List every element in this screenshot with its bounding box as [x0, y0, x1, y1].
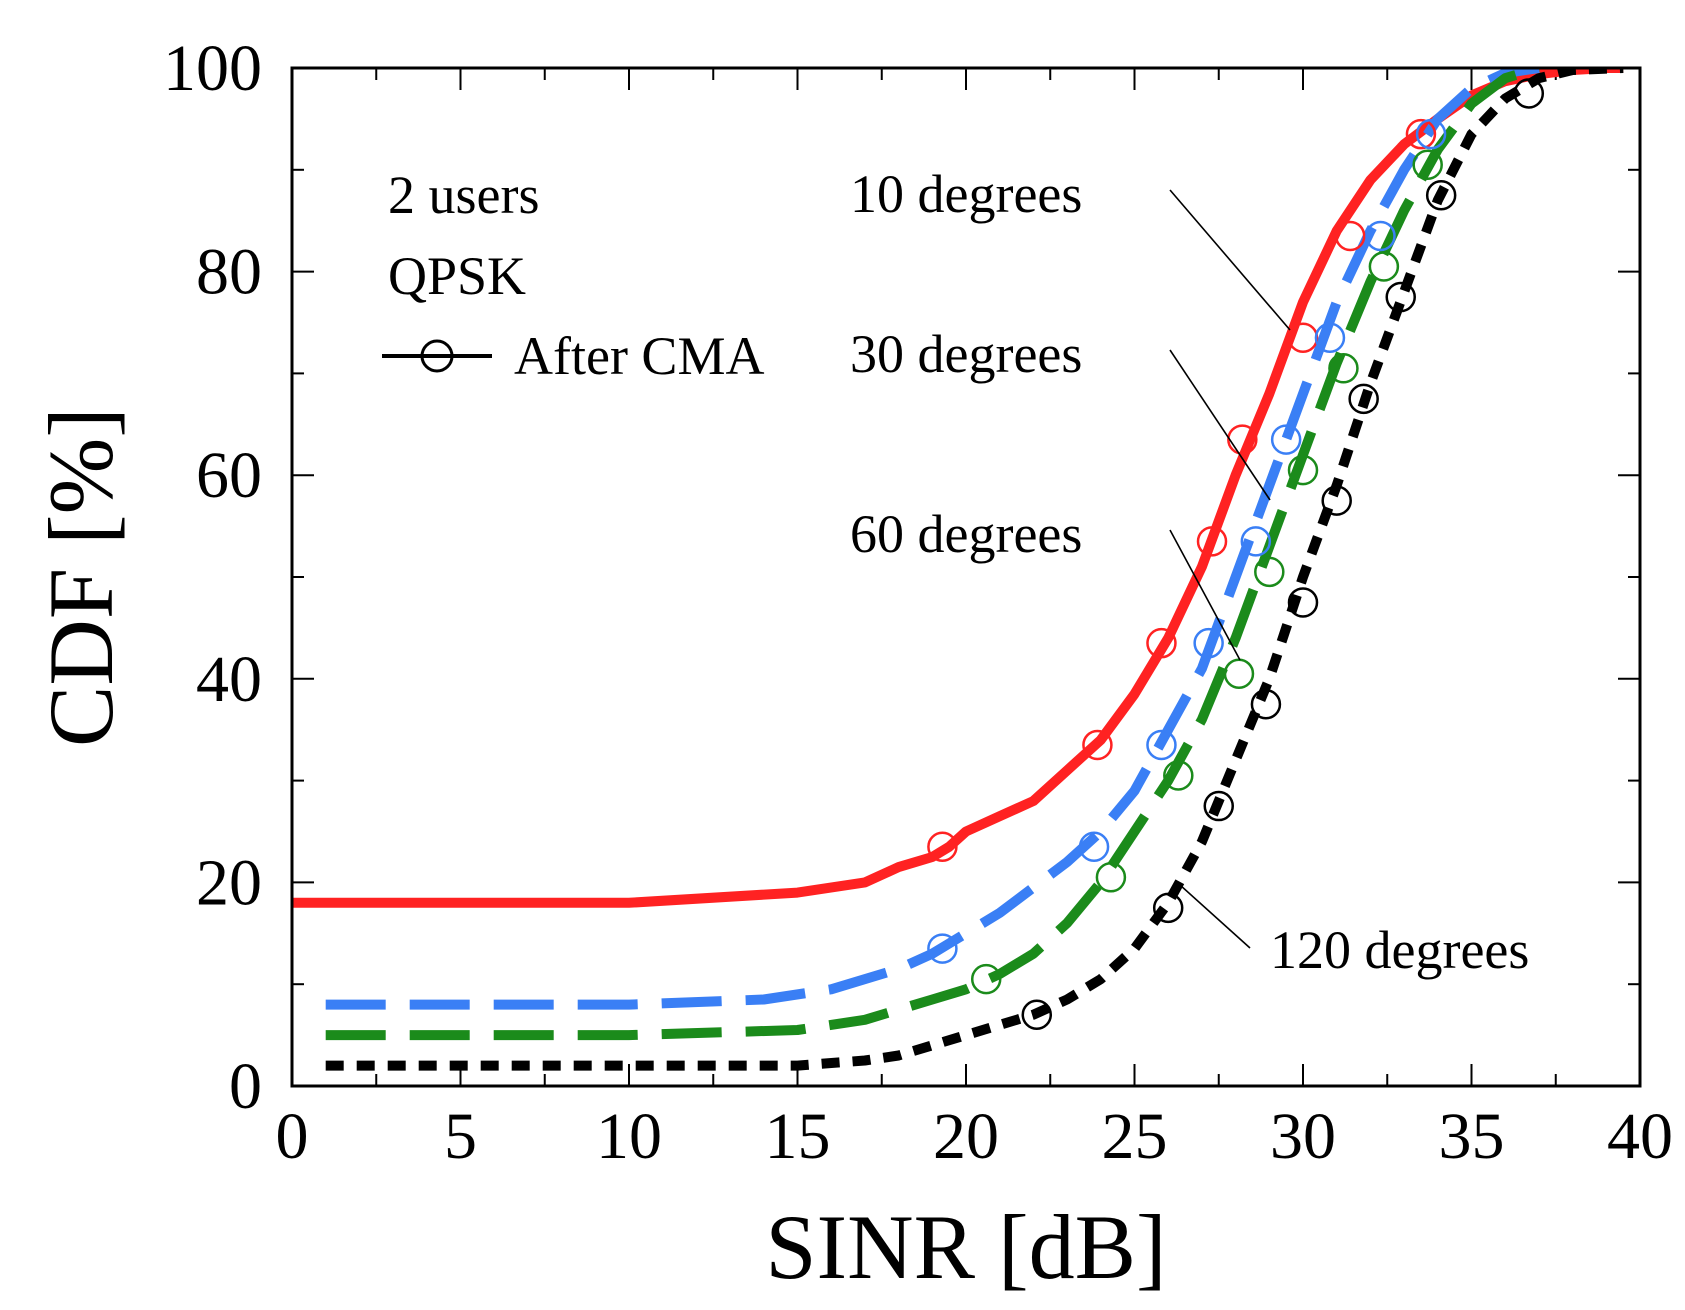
- x-tick-label: 20: [933, 1100, 999, 1173]
- marker-120-degrees: [1287, 587, 1319, 618]
- marker-30-degrees: [1240, 526, 1272, 557]
- plot-frame: [290, 66, 1642, 1088]
- annotation-60-degrees: 60 degrees: [850, 504, 1082, 564]
- marker-30-degrees: [1146, 729, 1177, 761]
- marker-60-degrees: [1095, 862, 1127, 893]
- marker-10-degrees: [1146, 627, 1177, 659]
- marker-30-degrees: [1365, 220, 1396, 252]
- series-layer: [292, 68, 1624, 1071]
- y-tick-label: 0: [229, 1050, 262, 1123]
- annotation-30-degrees: 30 degrees: [850, 324, 1082, 384]
- series-annotations: 10 degrees 30 degrees 60 degrees 120 deg…: [850, 164, 1529, 980]
- annotation-120-degrees: 120 degrees: [1270, 920, 1529, 980]
- marker-60-degrees: [1287, 454, 1319, 486]
- legend: 2 users QPSK After CMA: [382, 165, 764, 386]
- leader-line-10-degrees: [1169, 189, 1291, 331]
- marker-10-degrees: [1082, 729, 1113, 761]
- marker-60-degrees: [1328, 353, 1359, 384]
- marker-60-degrees: [1412, 149, 1443, 180]
- marker-30-degrees: [1078, 831, 1110, 863]
- x-tick-label: 10: [596, 1100, 662, 1173]
- markers-layer: [927, 78, 1545, 1030]
- marker-120-degrees: [1203, 790, 1234, 822]
- marker-120-degrees: [1321, 485, 1352, 516]
- y-tick-label: 20: [196, 846, 262, 919]
- marker-30-degrees: [1415, 118, 1447, 150]
- marker-120-degrees: [1513, 78, 1545, 109]
- y-tick-label: 40: [196, 643, 262, 716]
- leader-line-60-degrees: [1169, 529, 1241, 661]
- marker-10-degrees: [1196, 526, 1228, 557]
- legend-line-users: 2 users: [388, 165, 539, 225]
- x-tick-label: 25: [1102, 1100, 1168, 1173]
- y-tick-label: 80: [196, 236, 262, 309]
- leader-line-120-degrees: [1179, 884, 1251, 949]
- y-axis-title: CDF [%]: [30, 407, 132, 747]
- x-tick-label: 0: [276, 1100, 309, 1173]
- marker-120-degrees: [1385, 281, 1416, 313]
- x-tick-label: 40: [1607, 1100, 1673, 1173]
- legend-marker-label: After CMA: [514, 326, 764, 386]
- series-line-30-degrees: [325, 68, 1540, 1010]
- marker-120-degrees: [1152, 892, 1184, 924]
- marker-10-degrees: [1227, 424, 1258, 455]
- marker-120-degrees: [1425, 180, 1457, 211]
- marker-30-degrees: [927, 933, 958, 964]
- x-tick-label: 15: [765, 1100, 831, 1173]
- marker-60-degrees: [970, 963, 1002, 995]
- x-tick-label: 5: [444, 1100, 477, 1173]
- x-tick-labels: 0 5 10 15 20 25 30 35 40: [276, 1100, 1674, 1173]
- marker-10-degrees: [927, 831, 958, 863]
- legend-line-modulation: QPSK: [388, 246, 526, 306]
- marker-60-degrees: [1254, 556, 1285, 588]
- x-axis-title: SINR [dB]: [765, 1196, 1166, 1298]
- x-tick-label: 35: [1439, 1100, 1505, 1173]
- legend-marker-circle: [420, 339, 454, 373]
- series-line-60-degrees: [325, 68, 1541, 1041]
- plot-background: [292, 68, 1640, 1086]
- marker-10-degrees: [1334, 220, 1366, 252]
- annotation-10-degrees: 10 degrees: [850, 164, 1082, 224]
- y-tick-label: 100: [163, 32, 262, 105]
- marker-60-degrees: [1368, 251, 1400, 282]
- y-tick-labels: 0 20 40 60 80 100: [163, 32, 262, 1123]
- leader-line-30-degrees: [1169, 349, 1271, 501]
- marker-30-degrees: [1193, 627, 1224, 659]
- marker-30-degrees: [1270, 424, 1302, 455]
- marker-120-degrees: [1250, 689, 1282, 720]
- marker-60-degrees: [1163, 760, 1194, 791]
- y-tick-label: 60: [196, 439, 262, 512]
- marker-120-degrees: [1348, 383, 1379, 415]
- marker-30-degrees: [1314, 322, 1346, 354]
- marker-10-degrees: [1405, 118, 1437, 150]
- marker-120-degrees: [1021, 999, 1053, 1030]
- x-tick-label: 30: [1270, 1100, 1336, 1173]
